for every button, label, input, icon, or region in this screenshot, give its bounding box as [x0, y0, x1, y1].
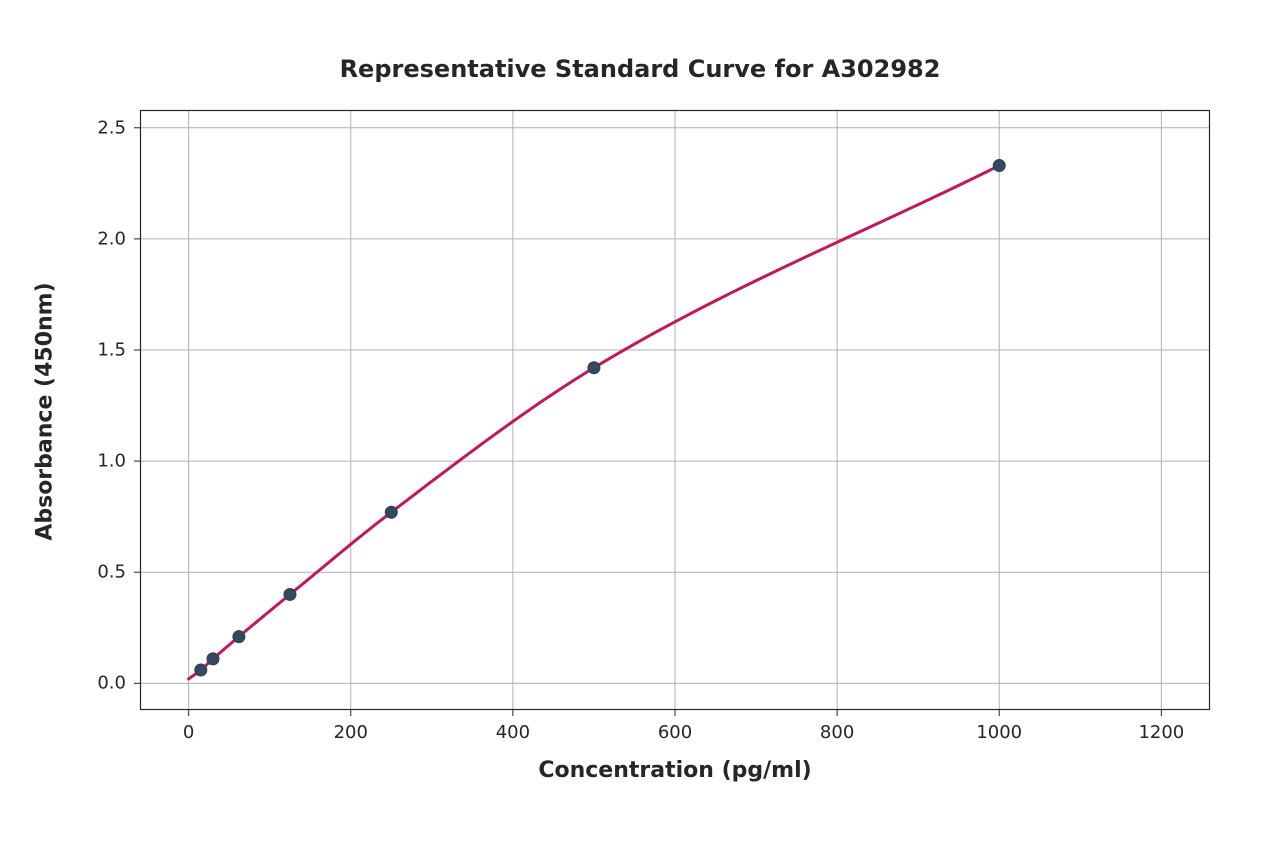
- x-tick-label: 0: [183, 722, 194, 743]
- x-axis-label: Concentration (pg/ml): [140, 758, 1210, 783]
- x-tick-label: 800: [820, 722, 854, 743]
- data-point: [588, 362, 600, 374]
- y-tick-label: 1.5: [97, 340, 126, 361]
- data-point: [207, 653, 219, 665]
- y-tick-label: 2.0: [97, 228, 126, 249]
- data-point: [284, 588, 296, 600]
- data-point: [233, 631, 245, 643]
- x-tick-label: 600: [658, 722, 692, 743]
- curve-line: [189, 166, 1000, 679]
- chart-title: Representative Standard Curve for A30298…: [0, 55, 1280, 83]
- y-tick-label: 1.0: [97, 451, 126, 472]
- plot-area: [140, 110, 1210, 710]
- x-tick-label: 1000: [976, 722, 1022, 743]
- y-tick-label: 0.5: [97, 562, 126, 583]
- x-tick-label: 200: [334, 722, 368, 743]
- figure: Representative Standard Curve for A30298…: [0, 0, 1280, 845]
- data-point: [385, 506, 397, 518]
- x-tick-label: 1200: [1138, 722, 1184, 743]
- x-tick-label: 400: [496, 722, 530, 743]
- y-tick-label: 2.5: [97, 117, 126, 138]
- data-point: [195, 664, 207, 676]
- data-point: [993, 160, 1005, 172]
- plot-svg: [140, 110, 1210, 710]
- y-tick-label: 0.0: [97, 673, 126, 694]
- y-axis-label: Absorbance (450nm): [33, 112, 58, 712]
